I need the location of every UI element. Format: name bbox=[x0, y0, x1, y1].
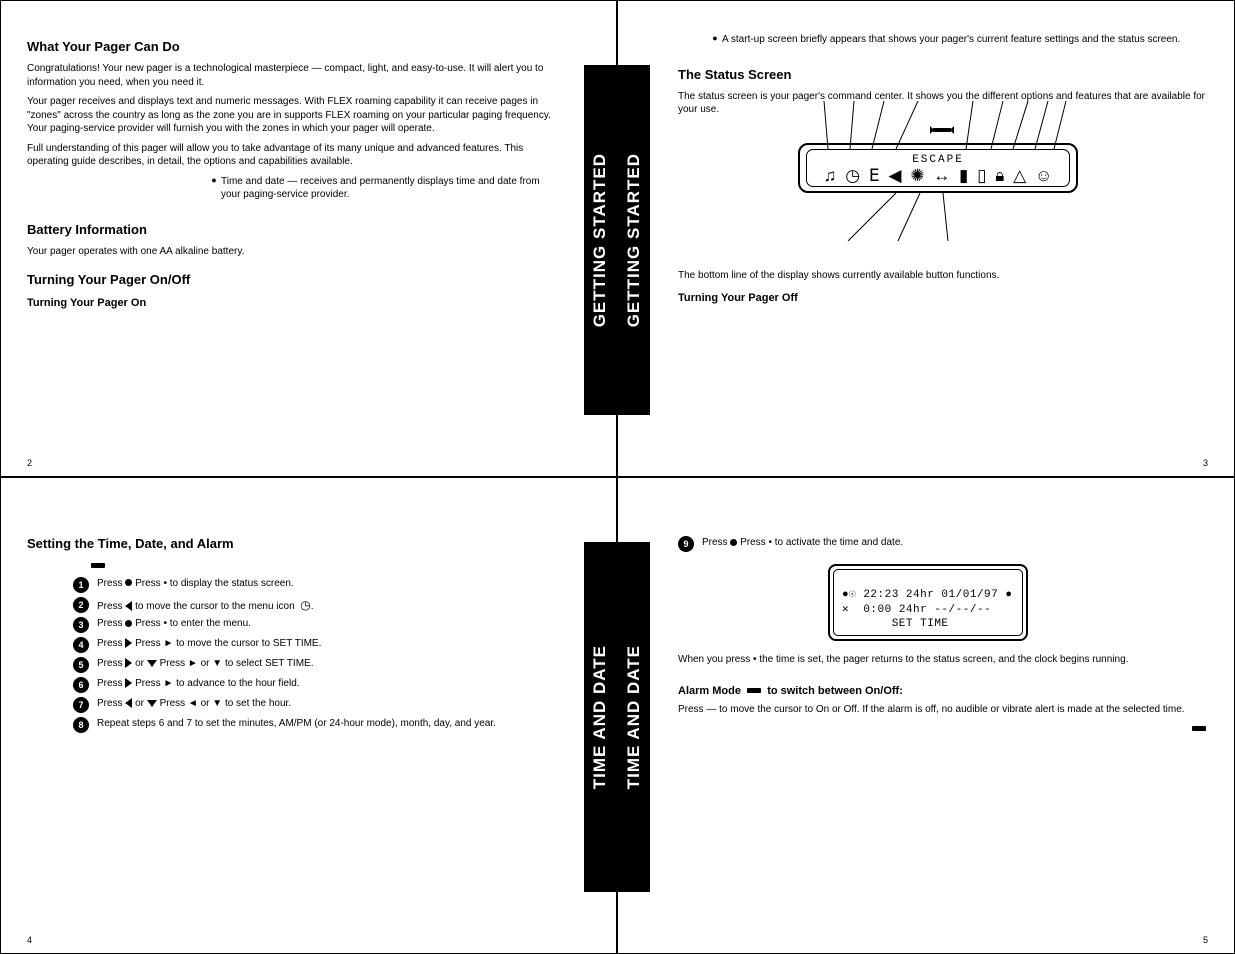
subsection-title: Turning Your Pager On bbox=[27, 297, 561, 309]
page-number: 4 bbox=[27, 935, 32, 945]
target-icon: ✺ bbox=[910, 167, 924, 184]
battery-icon: ▮ bbox=[959, 167, 968, 184]
step-text: Press Press • to activate the time and d… bbox=[702, 536, 1206, 552]
section-tab-getting-started: GETTING STARTED bbox=[584, 65, 616, 415]
step-text: Press to move the cursor to the menu ico… bbox=[97, 597, 543, 614]
low-battery-icon: ▯ bbox=[977, 167, 986, 184]
step-text: Repeat steps 6 and 7 to set the minutes,… bbox=[97, 717, 543, 733]
section-title: The Status Screen bbox=[678, 67, 1206, 82]
step-text: Press Press ► to advance to the hour fie… bbox=[97, 677, 543, 693]
subsection-title: Turning Your Pager Off bbox=[678, 292, 1206, 304]
step-text: Press Press • to display the status scre… bbox=[97, 577, 543, 593]
subsection-title: Alarm Mode to switch between On/Off: bbox=[678, 685, 1206, 697]
section-tab-time-and-date: TIME AND DATE bbox=[584, 542, 616, 892]
step-row: 6 Press Press ► to advance to the hour f… bbox=[73, 677, 543, 693]
icon-strip: ♫ ◷ ⴹ ◀ ✺ ↔ ▮ ▯ 🔒︎ △ ☺ bbox=[811, 167, 1065, 184]
step-number-badge: 9 bbox=[678, 536, 694, 552]
step-row: 9 Press Press • to activate the time and… bbox=[678, 536, 1206, 552]
step-text: Press or Press ◄ or ▼ to set the hour. bbox=[97, 697, 543, 713]
right-arrow-icon bbox=[125, 638, 132, 648]
paragraph: The bottom line of the display shows cur… bbox=[678, 269, 1206, 283]
section-title: Turning Your Pager On/Off bbox=[27, 272, 561, 287]
down-arrow-icon bbox=[147, 700, 157, 707]
page-number: 5 bbox=[1203, 935, 1208, 945]
section-tab-time-and-date: TIME AND DATE bbox=[618, 542, 650, 892]
lcd-line: ●☉ 22:23 24hr 01/01/97 ● bbox=[842, 589, 1012, 601]
step-text: Press Press ► to move the cursor to SET … bbox=[97, 637, 543, 653]
step-row: 1 Press Press • to display the status sc… bbox=[73, 577, 543, 593]
paragraph: When you press • the time is set, the pa… bbox=[678, 653, 1206, 667]
zone-icon: ⴹ bbox=[869, 167, 880, 184]
step-number-badge: 2 bbox=[73, 597, 89, 613]
step-row: 3 Press Press • to enter the menu. bbox=[73, 617, 543, 633]
paragraph: Full understanding of this pager will al… bbox=[27, 142, 561, 169]
hbar-trail bbox=[678, 722, 1206, 736]
step-row: 8 Repeat steps 6 and 7 to set the minute… bbox=[73, 717, 543, 733]
lcd-display: ●☉ 22:23 24hr 01/01/97 ● ✕ 0:00 24hr --/… bbox=[828, 564, 1028, 641]
clock-icon: ◷ bbox=[845, 167, 860, 184]
paragraph: Congratulations! Your new pager is a tec… bbox=[27, 62, 561, 89]
tab-label: TIME AND DATE bbox=[590, 645, 610, 789]
section-tab-getting-started: GETTING STARTED bbox=[618, 65, 650, 415]
down-arrow-icon bbox=[147, 660, 157, 667]
dot-icon bbox=[125, 579, 132, 586]
right-arrow-icon bbox=[125, 678, 132, 688]
right-arrow-icon bbox=[125, 658, 132, 668]
clock-icon: ◷ bbox=[300, 598, 310, 612]
speaker-icon: ◀ bbox=[888, 167, 901, 184]
dot-icon bbox=[125, 620, 132, 627]
lcd-word: ESCAPE bbox=[811, 154, 1065, 166]
page-5-panel: TIME AND DATE 9 Press Press • to activat… bbox=[617, 477, 1235, 954]
hbar-icon bbox=[747, 688, 761, 693]
page-number: 3 bbox=[1203, 458, 1208, 468]
callout-lines-lower bbox=[798, 189, 1078, 245]
step-text: Press Press • to enter the menu. bbox=[97, 617, 543, 633]
step-number-badge: 3 bbox=[73, 617, 89, 633]
step-row: 7 Press or Press ◄ or ▼ to set the hour. bbox=[73, 697, 543, 713]
step-number-badge: 8 bbox=[73, 717, 89, 733]
paragraph: Your pager operates with one AA alkaline… bbox=[27, 245, 561, 259]
page-2-panel: GETTING STARTED What Your Pager Can Do C… bbox=[0, 0, 617, 477]
bell-icon: △ bbox=[1013, 167, 1026, 184]
lock-icon: 🔒︎ bbox=[995, 167, 1004, 184]
step-row: 2 Press to move the cursor to the menu i… bbox=[73, 597, 543, 614]
page-number: 2 bbox=[27, 458, 32, 468]
musical-note-icon: ♫ bbox=[824, 167, 837, 184]
step-number-badge: 1 bbox=[73, 577, 89, 593]
tab-label: GETTING STARTED bbox=[624, 153, 644, 327]
bullet-icon: ● bbox=[207, 175, 221, 208]
tab-label: GETTING STARTED bbox=[590, 153, 610, 327]
step-number-badge: 7 bbox=[73, 697, 89, 713]
status-iconbar: ESCAPE ♫ ◷ ⴹ ◀ ✺ ↔ ▮ ▯ 🔒︎ △ ☺ bbox=[798, 143, 1078, 193]
paragraph: Your pager receives and displays text an… bbox=[27, 95, 561, 136]
section-title: What Your Pager Can Do bbox=[27, 39, 561, 54]
section-title: Setting the Time, Date, and Alarm bbox=[27, 536, 561, 551]
bullet-text: Time and date — receives and permanently… bbox=[221, 175, 547, 202]
step-number-badge: 5 bbox=[73, 657, 89, 673]
left-arrow-icon bbox=[125, 698, 132, 708]
dot-icon bbox=[730, 539, 737, 546]
bullet-text: A start-up screen briefly appears that s… bbox=[722, 33, 1206, 47]
lcd-line: SET TIME bbox=[842, 618, 949, 630]
bullet-icon: ● bbox=[708, 33, 722, 53]
page-4-panel: TIME AND DATE Setting the Time, Date, an… bbox=[0, 477, 617, 954]
step-row: 5 Press or Press ► or ▼ to select SET TI… bbox=[73, 657, 543, 673]
left-arrow-icon bbox=[125, 601, 132, 611]
paragraph: Press — to move the cursor to On or Off.… bbox=[678, 703, 1206, 717]
step-text: Press or Press ► or ▼ to select SET TIME… bbox=[97, 657, 543, 673]
person-icon: ☺ bbox=[1035, 167, 1052, 184]
hbar-lead bbox=[91, 559, 561, 573]
arrows-icon: ↔ bbox=[933, 167, 950, 184]
hbar-icon bbox=[1192, 726, 1206, 731]
hbar-icon bbox=[91, 563, 105, 568]
step-row: 4 Press Press ► to move the cursor to SE… bbox=[73, 637, 543, 653]
lcd-line: ✕ 0:00 24hr --/--/-- bbox=[842, 604, 991, 616]
page-3-panel: GETTING STARTED ● A start-up screen brie… bbox=[617, 0, 1235, 477]
step-number-badge: 4 bbox=[73, 637, 89, 653]
section-title: Battery Information bbox=[27, 222, 561, 237]
step-number-badge: 6 bbox=[73, 677, 89, 693]
tab-label: TIME AND DATE bbox=[624, 645, 644, 789]
